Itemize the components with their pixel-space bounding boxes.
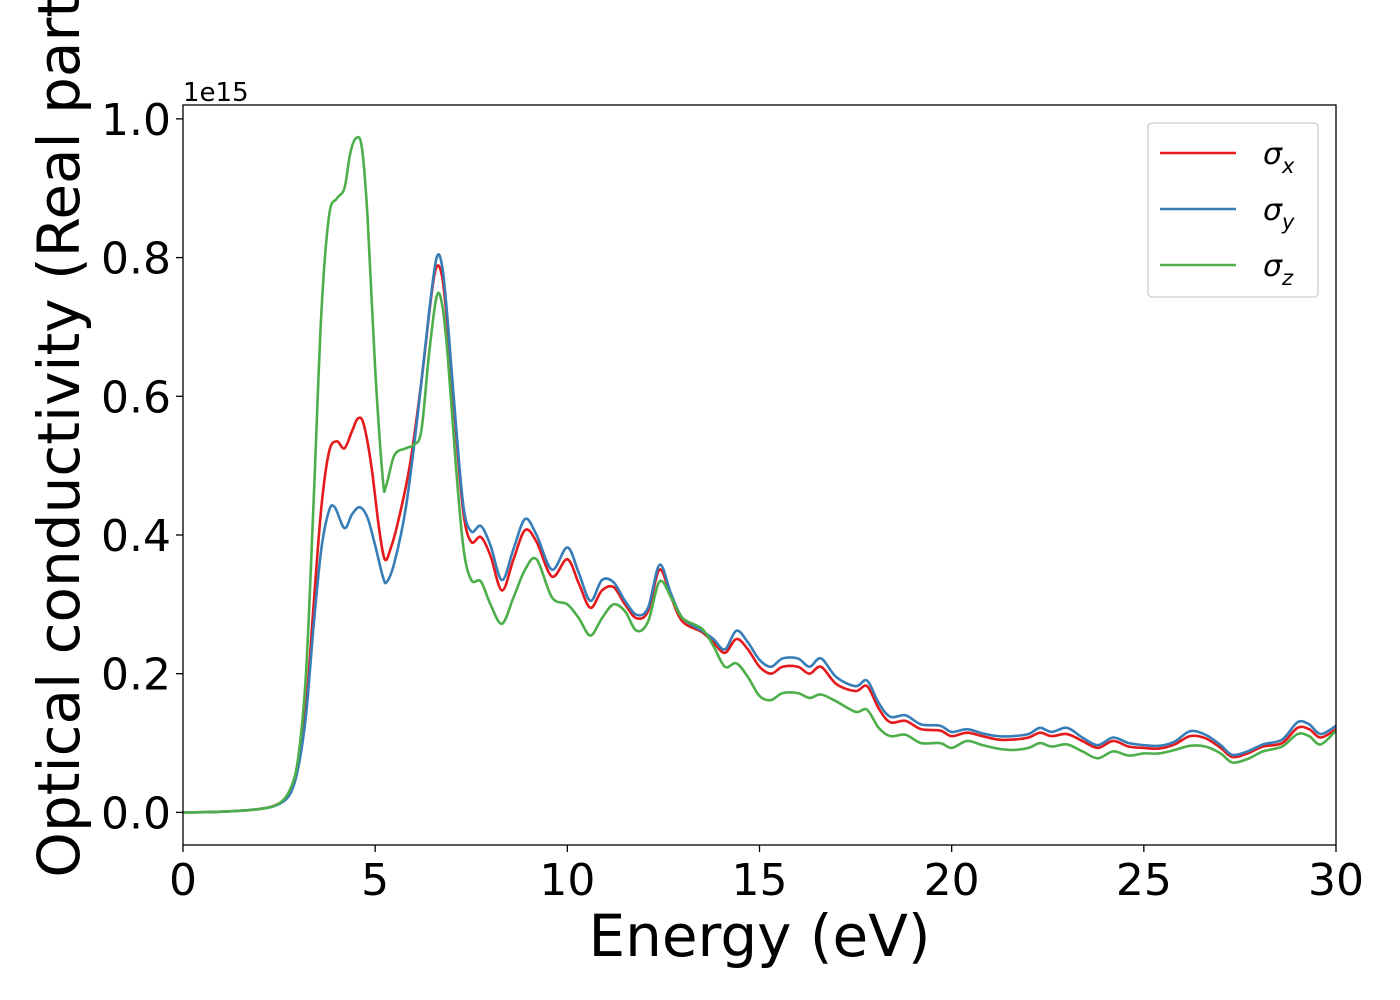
x-tick-label: 15 (732, 855, 788, 906)
x-axis-ticks: 0 5 10 15 20 25 30 (169, 845, 1364, 906)
x-tick-label: 10 (539, 855, 595, 906)
x-tick-label: 30 (1308, 855, 1364, 906)
series-line-z (183, 135, 1336, 814)
series-line-y (183, 253, 1336, 814)
y-tick-label: 0.4 (101, 511, 171, 562)
y-tick-label: 0.6 (101, 372, 171, 423)
legend: σx σy σz (1147, 122, 1319, 298)
legend-label-z: σz (1263, 249, 1294, 290)
y-tick-label: 1.0 (101, 95, 171, 146)
y-tick-label: 0.2 (101, 650, 171, 701)
y-tick-label: 0.0 (101, 788, 171, 839)
y-axis-ticks: 0.0 0.2 0.4 0.6 0.8 1.0 (101, 95, 183, 839)
legend-label-x: σx (1263, 137, 1295, 178)
y-offset-label: 1e15 (183, 78, 249, 108)
x-tick-label: 5 (361, 855, 389, 906)
x-axis-label: Energy (eV) (588, 902, 930, 970)
x-tick-label: 0 (169, 855, 197, 906)
y-tick-label: 0.8 (101, 234, 171, 285)
legend-label-y: σy (1263, 193, 1295, 234)
y-axis-label: Optical conductivity (Real part) (25, 0, 93, 878)
x-tick-label: 25 (1116, 855, 1172, 906)
series-line-x (183, 264, 1336, 814)
x-tick-label: 20 (924, 855, 980, 906)
plot-lines (183, 135, 1336, 814)
